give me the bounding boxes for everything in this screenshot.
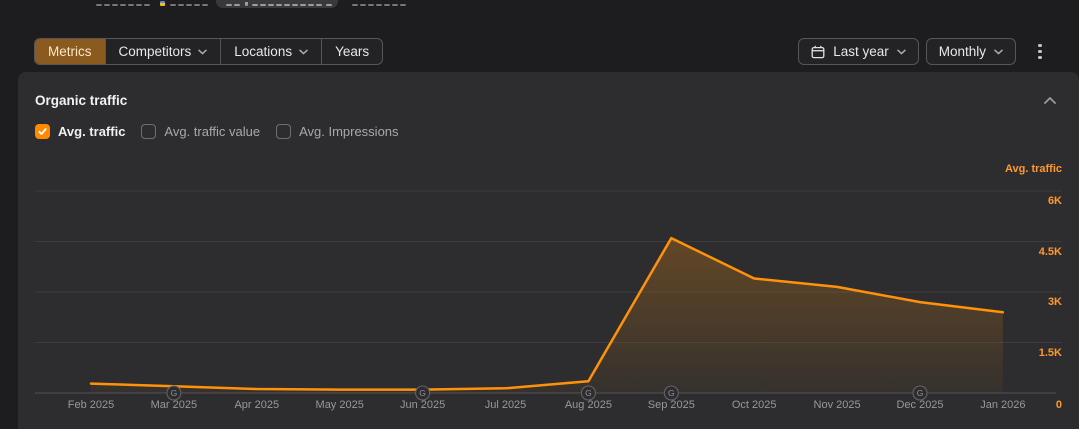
date-range-label: Last year [833,44,889,59]
google-update-marker[interactable]: G [580,385,596,401]
checkbox-unchecked-icon[interactable] [276,124,292,139]
x-axis-label: Sep 2025 [647,399,695,411]
traffic-chart-canvas: G G G G G [35,190,1062,401]
toggle-label: Avg. Impressions [299,124,399,139]
x-axis-label: Apr 2025 [234,399,280,411]
chevron-down-icon [994,49,1003,55]
chevron-up-icon [1044,97,1056,104]
y-axis-label: 4.5K [1038,245,1062,258]
x-axis-label: Mar 2025 [150,399,198,411]
checkbox-checked-icon[interactable] [35,124,50,139]
calendar-icon [811,45,825,58]
svg-text:G: G [419,388,426,398]
collapse-section-button[interactable] [1043,96,1057,105]
favicon-icon [160,1,165,6]
y-axis-label: 1.5K [1038,346,1062,359]
x-axis-label: Aug 2025 [564,399,612,411]
chevron-down-icon [896,49,906,55]
y-axis-label: 3K [1047,296,1062,308]
metric-toggles: Avg. traffic Avg. traffic value Avg. Imp… [35,124,399,139]
toolbar-right-controls: Last year Monthly [798,38,1051,65]
google-update-marker[interactable]: G [912,385,928,401]
toggle-label: Avg. traffic [58,124,126,139]
google-update-marker[interactable]: G [415,385,431,401]
checkbox-unchecked-icon[interactable] [141,124,157,139]
granularity-button[interactable]: Monthly [925,38,1016,65]
chevron-down-icon [198,49,208,55]
segment-competitors-label: Competitors [118,44,192,59]
x-axis-label: Oct 2025 [731,399,777,411]
toggle-label: Avg. traffic value [164,124,261,139]
y-axis-label: 0 [1055,399,1062,411]
toggle-avg-traffic[interactable]: Avg. traffic [35,124,125,139]
chevron-down-icon [299,49,308,55]
x-axis-label: Feb 2025 [67,399,115,411]
segment-years[interactable]: Years [322,39,382,64]
area-fill [91,238,1003,393]
segment-locations[interactable]: Locations [221,39,323,64]
svg-text:G: G [917,388,924,398]
svg-text:G: G [171,388,178,398]
toggle-avg-impressions[interactable]: Avg. Impressions [276,124,399,139]
x-axis-label: Jun 2025 [399,399,446,411]
segment-metrics-label: Metrics [48,44,92,59]
svg-text:G: G [668,388,675,398]
x-axis-label: Nov 2025 [813,399,861,411]
organic-traffic-panel: Organic traffic Avg. traffic Avg. traffi… [18,72,1079,429]
segment-locations-label: Locations [234,44,293,59]
svg-text:G: G [585,388,592,398]
organic-traffic-chart: Avg. traffic G G G G G 6K 4.5K 3K 1.5K 0 Feb 2… [18,72,1079,429]
x-axis-label: Jan 2026 [980,399,1026,411]
chart-settings-segmented-control: Metrics Competitors Locations Years [34,38,384,65]
segment-metrics[interactable]: Metrics [35,39,106,64]
toggle-avg-traffic-value[interactable]: Avg. traffic value [141,124,260,139]
clipped-tab-bar [0,0,1079,8]
y-axis-series-label: Avg. traffic [1004,163,1062,175]
google-update-marker[interactable]: G [663,385,679,401]
granularity-label: Monthly [938,44,986,59]
x-axis-label: May 2025 [315,399,364,411]
google-update-marker[interactable]: G [166,385,182,401]
x-axis-label: Jul 2025 [484,399,527,411]
y-axis-label: 6K [1047,195,1062,207]
segment-years-label: Years [335,44,370,59]
date-range-button[interactable]: Last year [798,38,919,65]
segment-competitors[interactable]: Competitors [106,39,222,64]
traffic-line [89,236,1005,391]
x-axis-label: Dec 2025 [896,399,944,411]
kebab-menu-icon[interactable] [1029,38,1051,65]
panel-title: Organic traffic [35,93,128,108]
